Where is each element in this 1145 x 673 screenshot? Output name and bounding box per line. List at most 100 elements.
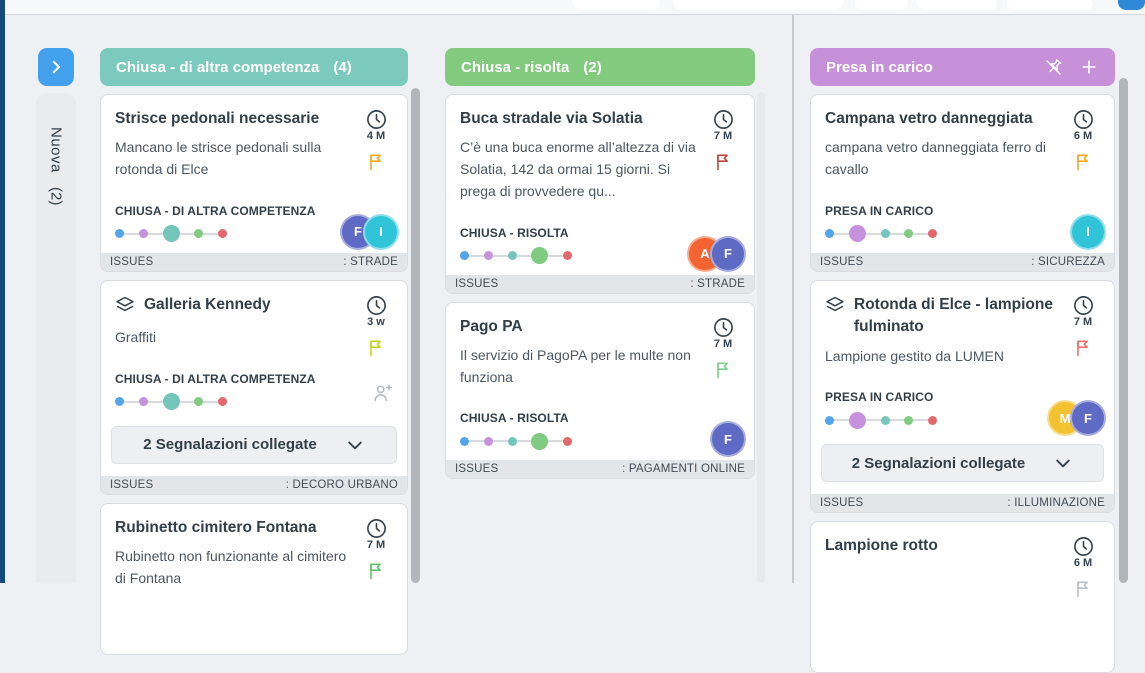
topbar-accent-button[interactable] <box>1118 0 1145 10</box>
clock-icon <box>1072 108 1095 131</box>
progress-dot-active <box>848 225 866 243</box>
card-description: Rubinetto non funzionante al cimitero di… <box>115 548 347 586</box>
clock-icon <box>712 316 735 339</box>
progress-dots <box>825 225 937 243</box>
column-cards: Buca stradale via Solatia C’è una buca e… <box>445 94 755 480</box>
card-status-label: CHIUSA - RISOLTA <box>460 411 569 426</box>
column-header[interactable]: Chiusa - di altra competenza (4) <box>100 48 408 86</box>
column-header[interactable]: Chiusa - risolta (2) <box>445 48 755 86</box>
avatar: F <box>710 235 746 272</box>
time-label: 3 w <box>367 315 385 328</box>
priority-flag-icon <box>1073 578 1093 600</box>
priority-flag-icon <box>1073 151 1093 173</box>
topbar-button[interactable] <box>855 0 908 10</box>
column-count: (4) <box>333 58 352 76</box>
priority-flag-icon <box>713 359 733 381</box>
topbar-button[interactable] <box>1007 0 1093 10</box>
clock-icon <box>712 108 735 131</box>
card-status-label: CHIUSA - RISOLTA <box>460 225 569 240</box>
progress-dot <box>904 415 914 425</box>
footer-category: : PAGAMENTI ONLINE <box>622 463 745 476</box>
card-description: Il servizio di PagoPA per le multe non f… <box>460 347 691 385</box>
layers-icon <box>115 295 135 320</box>
clock-icon <box>1072 535 1095 558</box>
time-label: 7 M <box>1073 315 1093 328</box>
scrollbar-track[interactable] <box>757 92 765 583</box>
footer-category: : STRADE <box>690 277 745 290</box>
progress-dot <box>115 397 124 407</box>
column-cards: Campana vetro danneggiata campana vetro … <box>810 94 1115 673</box>
column-title: Presa in carico <box>826 58 933 76</box>
chevron-down-icon <box>345 435 365 455</box>
expand-column-button[interactable] <box>38 48 74 86</box>
topbar-button[interactable] <box>573 0 660 10</box>
scrollbar-thumb[interactable] <box>1119 78 1128 583</box>
collapsed-column-nuova[interactable]: Nuova (2) <box>36 93 76 583</box>
card-title: Galleria Kennedy <box>144 295 271 313</box>
progress-dot <box>138 229 148 239</box>
card-title: Strisce pedonali necessarie <box>115 110 320 127</box>
card-title: Rubinetto cimitero Fontana <box>115 518 317 536</box>
kanban-column-2: Chiusa - risolta (2) Buca stradale via S… <box>445 48 755 480</box>
card-description: campana vetro danneggiata ferro di caval… <box>825 139 1047 178</box>
linked-reports-button[interactable]: 2 Segnalazioni collegate <box>821 444 1104 483</box>
linked-reports-button[interactable]: 2 Segnalazioni collegate <box>111 425 397 464</box>
card-status-label: PRESA IN CARICO <box>825 390 934 405</box>
kanban-column-1: Chiusa - di altra competenza (4) Strisce… <box>100 48 408 655</box>
card-footer: ISSUES : STRADE <box>101 252 407 271</box>
time-label: 7 M <box>713 130 733 142</box>
card-description: C’è una buca enorme all’altezza di via S… <box>460 139 696 199</box>
unpin-icon[interactable] <box>1043 57 1064 78</box>
card[interactable]: Buca stradale via Solatia C’è una buca e… <box>445 94 755 294</box>
card-title: Lampione rotto <box>825 537 938 555</box>
card-footer: ISSUES : STRADE <box>446 274 754 293</box>
time-label: 7 M <box>713 337 733 350</box>
collapsed-column-label: Nuova <box>47 127 65 173</box>
card-title: Buca stradale via Solatia <box>460 110 643 127</box>
progress-dot <box>483 436 493 446</box>
progress-dot <box>194 229 204 239</box>
board-divider <box>792 14 794 583</box>
avatar: F <box>1070 400 1106 437</box>
card-footer: ISSUES : ILLUMINAZIONE <box>811 494 1114 513</box>
progress-dot-active <box>848 411 866 429</box>
card[interactable]: Rubinetto cimitero Fontana Rubinetto non… <box>100 502 408 655</box>
topbar-button[interactable] <box>673 0 843 10</box>
card[interactable]: Lampione rotto 6 M <box>810 521 1115 673</box>
progress-dot <box>483 251 493 261</box>
progress-dots <box>460 432 572 450</box>
plus-icon[interactable] <box>1079 57 1099 77</box>
card[interactable]: Pago PA Il servizio di PagoPA per le mul… <box>445 301 755 480</box>
card-title: Campana vetro danneggiata <box>825 110 1033 127</box>
column-header[interactable]: Presa in carico <box>810 48 1115 86</box>
clock-icon <box>1072 294 1095 317</box>
progress-dot <box>880 229 890 239</box>
card[interactable]: Campana vetro danneggiata campana vetro … <box>810 94 1115 272</box>
layers-icon <box>825 295 845 320</box>
add-assignee-icon[interactable] <box>372 382 394 409</box>
progress-dot-active <box>162 225 180 243</box>
collapsed-column-count: (2) <box>47 186 65 206</box>
footer-type: ISSUES <box>820 497 864 510</box>
progress-dot <box>194 397 204 407</box>
clock-icon <box>365 517 388 540</box>
footer-type: ISSUES <box>455 463 499 476</box>
card[interactable]: Galleria Kennedy Graffiti CHIUSA - DI AL… <box>100 279 408 495</box>
clock-icon <box>365 294 388 317</box>
progress-dot <box>460 436 469 446</box>
linked-reports-label: 2 Segnalazioni collegate <box>143 436 317 454</box>
card-status-label: PRESA IN CARICO <box>825 203 934 218</box>
card-title: Pago PA <box>460 317 523 335</box>
topbar-button[interactable] <box>917 0 997 10</box>
card[interactable]: Strisce pedonali necessarie Mancano le s… <box>100 94 408 272</box>
time-label: 7 M <box>366 538 386 551</box>
scrollbar-thumb[interactable] <box>411 88 420 583</box>
card[interactable]: Rotonda di Elce - lampione fulminato Lam… <box>810 279 1115 514</box>
kanban-column-3: Presa in carico Campana vetro danneggiat… <box>810 48 1115 673</box>
card-status-label: CHIUSA - DI ALTRA COMPETENZA <box>115 371 316 386</box>
progress-dot <box>138 397 148 407</box>
progress-dot <box>825 415 834 425</box>
card-description: Mancano le strisce pedonali sulla rotond… <box>115 139 322 178</box>
progress-dot <box>563 251 572 261</box>
